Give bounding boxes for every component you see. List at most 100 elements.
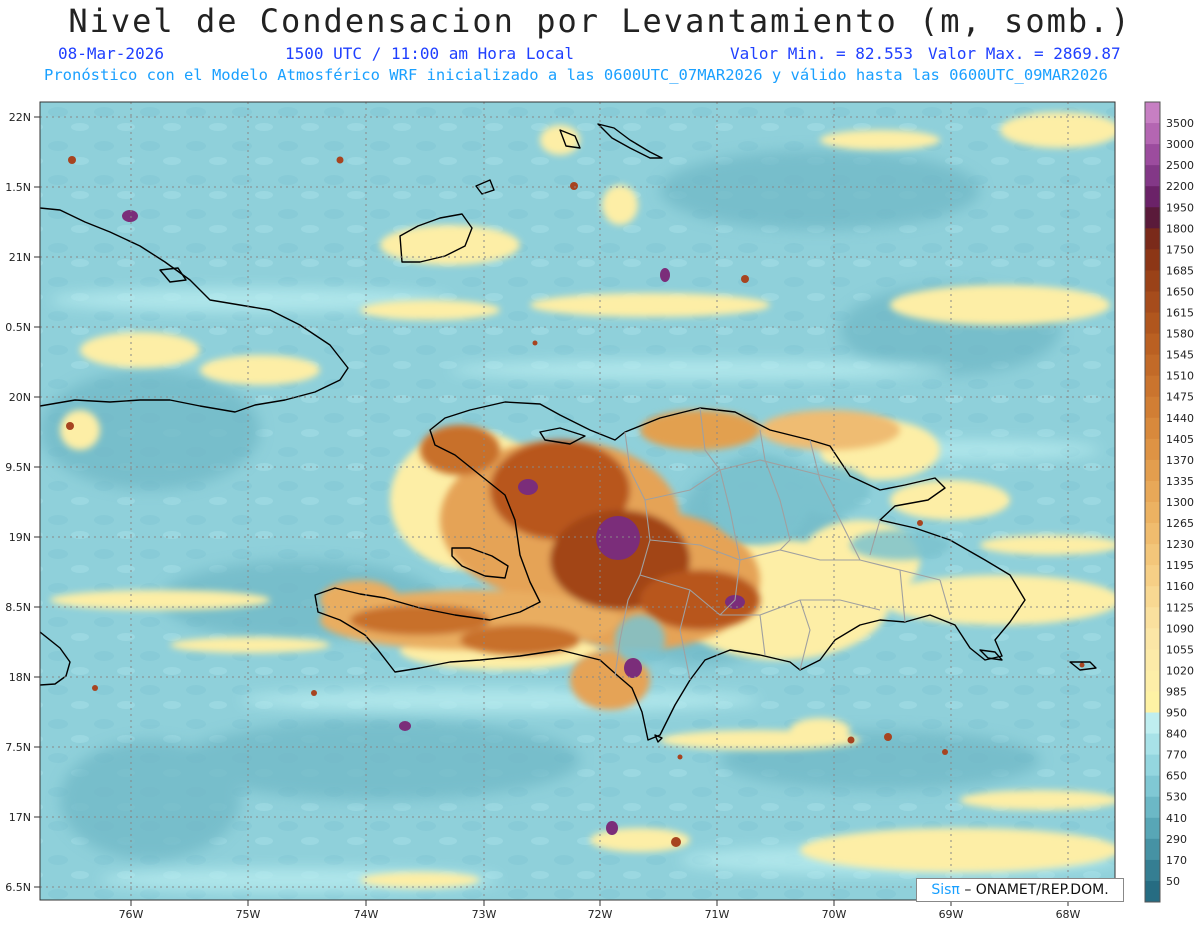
colorbar-label: 1750 — [1166, 243, 1194, 256]
colorbar-label: 1230 — [1166, 538, 1194, 551]
colorbar-swatch — [1145, 228, 1160, 250]
colorbar-label: 530 — [1166, 791, 1187, 804]
lon-label: 75W — [236, 908, 261, 921]
date-label: 08-Mar-2026 — [58, 44, 164, 63]
colorbar-swatch — [1145, 880, 1160, 903]
colorbar-label: 410 — [1166, 812, 1187, 825]
colorbar-swatch — [1145, 607, 1160, 629]
lat-label: 22N — [9, 111, 31, 124]
lat-labels: 22N 1.5N 21N 0.5N 20N 9.5N 19N 8.5N 18N … — [5, 111, 31, 894]
min-value-label: Valor Min. = 82.553 — [730, 44, 914, 63]
lon-label: 69W — [939, 908, 964, 921]
axis-ticks — [34, 116, 1069, 906]
colorbar-label: 1300 — [1166, 496, 1194, 509]
colorbar-swatch — [1145, 438, 1160, 461]
colorbar-label: 1020 — [1166, 664, 1194, 677]
lon-label: 70W — [822, 908, 847, 921]
colorbar-label: 840 — [1166, 728, 1187, 741]
colorbar-label: 50 — [1166, 875, 1180, 888]
lon-label: 74W — [354, 908, 379, 921]
colorbar-label: 1950 — [1166, 201, 1194, 214]
lat-label: 1.5N — [5, 181, 31, 194]
colorbar-label: 1335 — [1166, 475, 1194, 488]
colorbar-swatch — [1145, 312, 1160, 335]
lat-label: 7.5N — [5, 741, 31, 754]
colorbar-swatch — [1145, 144, 1160, 166]
colorbar-label: 290 — [1166, 833, 1187, 846]
colorbar-swatch — [1145, 544, 1160, 566]
province-boundaries — [614, 407, 951, 681]
colorbar-swatch — [1145, 817, 1160, 840]
lat-label: 6.5N — [5, 881, 31, 894]
max-value-label: Valor Max. = 2869.87 — [928, 44, 1121, 63]
colorbar-swatch — [1145, 123, 1160, 145]
sispi-logo: Sisπ — [931, 882, 960, 898]
lon-label: 71W — [705, 908, 730, 921]
colorbar-label: 650 — [1166, 770, 1187, 783]
lat-label: 9.5N — [5, 461, 31, 474]
colorbar-swatch — [1145, 207, 1160, 229]
colorbar-swatch — [1145, 291, 1160, 314]
colorbar-label: 2200 — [1166, 180, 1194, 193]
lon-label: 72W — [588, 908, 613, 921]
colorbar-swatch — [1145, 733, 1160, 756]
colorbar-label: 1265 — [1166, 517, 1194, 530]
lat-label: 8.5N — [5, 601, 31, 614]
colorbar-label: 1475 — [1166, 391, 1194, 404]
colorbar-label: 1545 — [1166, 349, 1194, 362]
colorbar-label: 3500 — [1166, 117, 1194, 130]
colorbar-label: 2500 — [1166, 159, 1194, 172]
lon-labels: 76W 75W 74W 73W 72W 71W 70W 69W 68W — [119, 908, 1081, 921]
colorbar-label: 1615 — [1166, 307, 1194, 320]
colorbar-label: 1370 — [1166, 454, 1194, 467]
colorbar-swatch — [1145, 459, 1160, 482]
lon-label: 68W — [1056, 908, 1081, 921]
time-label: 1500 UTC / 11:00 am Hora Local — [285, 44, 574, 63]
colorbar-label: 1440 — [1166, 412, 1194, 425]
colorbar: 3500 3000 2500 2200 1950 1800 1750 1685 1650 1615… — [1144, 101, 1194, 903]
colorbar-label: 3000 — [1166, 138, 1194, 151]
colorbar-swatch — [1145, 333, 1160, 356]
colorbar-swatch — [1145, 670, 1160, 692]
colorbar-label: 1510 — [1166, 370, 1194, 383]
lat-label: 17N — [9, 811, 31, 824]
colorbar-swatch — [1145, 775, 1160, 798]
colorbar-swatch — [1145, 102, 1160, 124]
colorbar-swatch — [1145, 354, 1160, 377]
colorbar-label: 170 — [1166, 854, 1187, 867]
colorbar-swatch — [1145, 396, 1160, 419]
lon-label: 73W — [472, 908, 497, 921]
colorbar-swatch — [1145, 712, 1160, 735]
colorbar-swatch — [1145, 417, 1160, 440]
lat-label: 0.5N — [5, 321, 31, 334]
colorbar-label: 1580 — [1166, 328, 1194, 341]
credit-box: Sisπ – ONAMET/REP.DOM. — [916, 878, 1124, 902]
colorbar-swatch — [1145, 165, 1160, 187]
colorbar-label: 1195 — [1166, 559, 1194, 572]
colorbar-label: 985 — [1166, 685, 1187, 698]
lat-label: 18N — [9, 671, 31, 684]
colorbar-swatch — [1145, 523, 1160, 545]
colorbar-swatch — [1145, 375, 1160, 398]
colorbar-swatch — [1145, 480, 1160, 503]
colorbar-swatch — [1145, 691, 1160, 714]
forecast-line: Pronóstico con el Modelo Atmosférico WRF… — [44, 66, 1108, 84]
colorbar-swatch — [1145, 796, 1160, 819]
colorbar-label: 950 — [1166, 707, 1187, 720]
chart-title: Nivel de Condensacion por Levantamiento … — [68, 2, 1132, 40]
colorbar-label: 1800 — [1166, 222, 1194, 235]
colorbar-swatch — [1145, 565, 1160, 587]
colorbar-label: 1685 — [1166, 264, 1194, 277]
lat-label: 19N — [9, 531, 31, 544]
colorbar-swatch — [1145, 838, 1160, 861]
credit-text: – ONAMET/REP.DOM. — [964, 882, 1109, 898]
lat-label: 21N — [9, 251, 31, 264]
lon-label: 76W — [119, 908, 144, 921]
colorbar-label: 1405 — [1166, 433, 1194, 446]
colorbar-label: 1160 — [1166, 580, 1194, 593]
lcl-shading — [40, 102, 1115, 900]
colorbar-label: 1650 — [1166, 285, 1194, 298]
colorbar-swatch — [1145, 754, 1160, 777]
colorbar-swatch — [1145, 649, 1160, 671]
